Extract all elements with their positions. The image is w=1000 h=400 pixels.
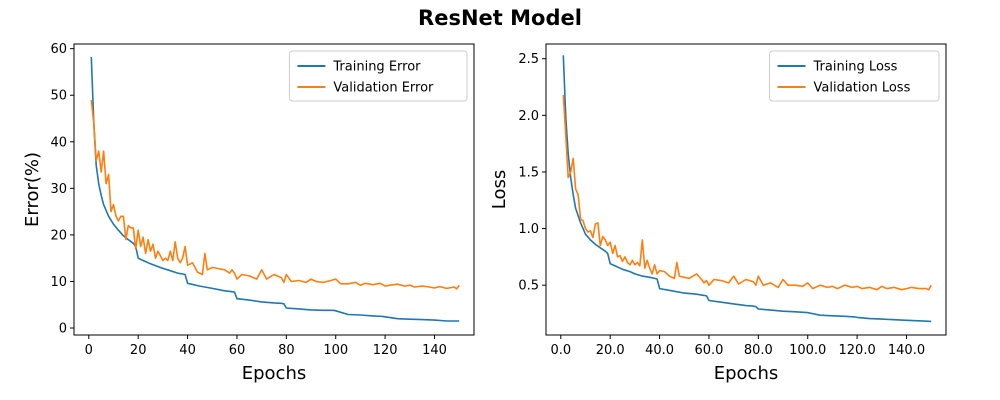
legend-box — [769, 50, 940, 102]
series-line-training-loss — [562, 55, 932, 323]
x-tick-label: 40 — [179, 343, 196, 358]
x-tick-label: 40.0 — [645, 343, 674, 358]
axes-frame — [73, 43, 475, 336]
y-tick-label: 60 — [50, 42, 67, 57]
x-tick-label: 0.0 — [550, 343, 571, 358]
y-tick-label: 30 — [50, 182, 67, 197]
x-tick-label: 60.0 — [694, 343, 723, 358]
series-line-validation-loss — [562, 94, 932, 291]
legend-label: Training Loss — [813, 60, 898, 75]
y-axis-label: Loss — [489, 170, 510, 209]
y-tick-label: 0 — [59, 322, 67, 337]
y-tick-label: 2.5 — [518, 52, 539, 67]
x-tick-label: 20.0 — [596, 343, 625, 358]
legend-label: Validation Error — [333, 81, 434, 96]
series-line-training-error — [90, 56, 460, 322]
legend-label: Validation Loss — [814, 81, 911, 96]
x-tick-label: 80.0 — [744, 343, 773, 358]
legend: Training Loss Validation Loss — [769, 50, 940, 102]
legend-box — [288, 50, 468, 102]
chart-panel-2: 0.0 20.0 40.0 60.0 80.0 100.0 120.0 140.0 0.5 1.0… — [489, 43, 947, 384]
chart-panel-1: 0 20 40 60 80 100 120 140 0 10 20 30 40 50 60 Epochs Err… — [22, 42, 475, 384]
y-tick-label: 50 — [50, 89, 67, 104]
y-tick-label: 0.5 — [518, 279, 539, 294]
series-line-validation-error — [90, 99, 460, 290]
x-tick-label: 140.0 — [888, 343, 925, 358]
y-tick-label: 10 — [50, 275, 67, 290]
x-tick-label: 100.0 — [789, 343, 826, 358]
x-tick-label: 20 — [130, 343, 147, 358]
x-tick-label: 120.0 — [839, 343, 876, 358]
y-tick-label: 1.0 — [518, 222, 539, 237]
axes-frame — [545, 43, 947, 336]
x-tick-label: 0 — [85, 343, 93, 358]
figure-title: ResNet Model — [418, 6, 582, 30]
x-tick-label: 60 — [229, 343, 246, 358]
y-tick-label: 1.5 — [518, 165, 539, 180]
y-tick-label: 20 — [50, 228, 67, 243]
legend: Training Error Validation Error — [288, 50, 468, 102]
x-tick-label: 140 — [422, 343, 447, 358]
legend-label: Training Error — [332, 60, 421, 75]
y-axis-label: Error(%) — [22, 152, 43, 227]
x-axis-label: Epochs — [714, 363, 779, 384]
y-tick-label: 2.0 — [518, 109, 539, 124]
x-tick-label: 120 — [373, 343, 398, 358]
x-axis-label: Epochs — [242, 363, 307, 384]
x-tick-label: 80 — [278, 343, 295, 358]
x-tick-label: 100 — [323, 343, 348, 358]
y-tick-label: 40 — [50, 135, 67, 150]
